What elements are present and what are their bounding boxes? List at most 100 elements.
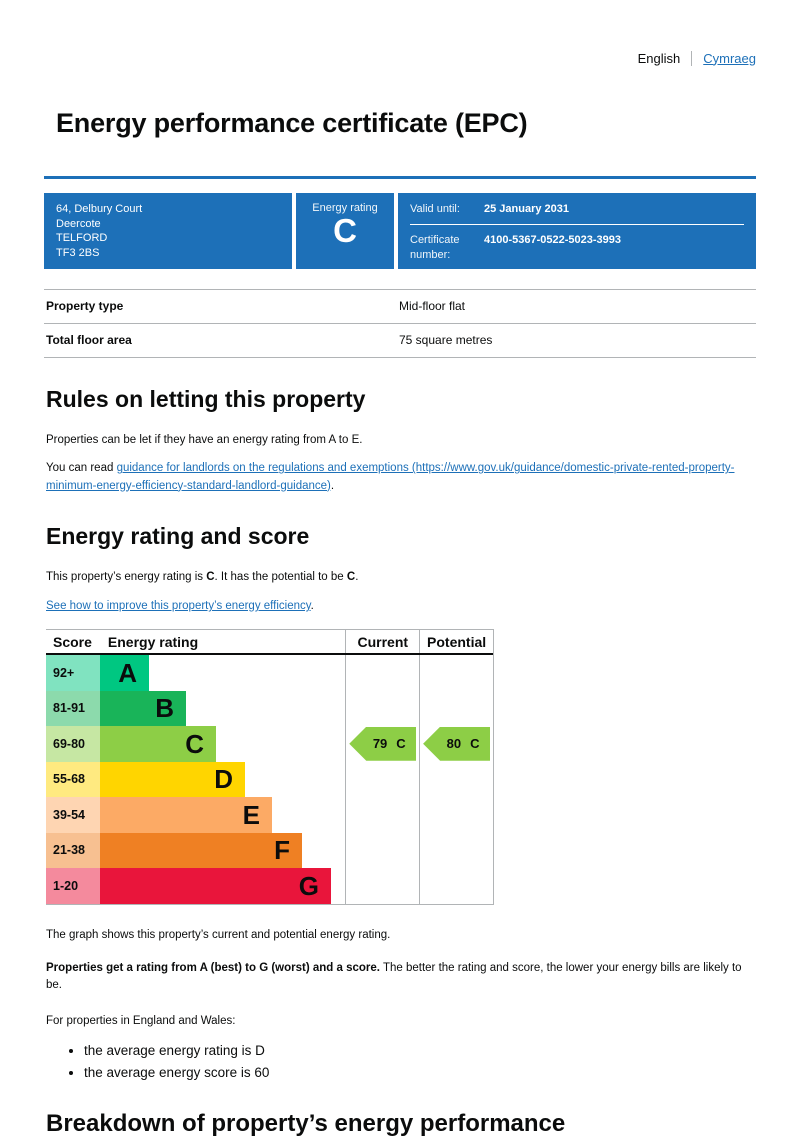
regions-intro: For properties in England and Wales: — [46, 1015, 236, 1028]
epc-band-bar-e: E — [100, 797, 272, 833]
rating-summary-potential: C — [346, 570, 356, 583]
improve-efficiency-link[interactable]: See how to improve this property’s energ… — [46, 600, 311, 612]
property-type-label: Property type — [46, 299, 124, 313]
guidance-link-prefix: You can read — [46, 462, 117, 475]
energy-rating-heading: Energy rating and score — [46, 522, 310, 549]
epc-current-slot — [346, 655, 419, 691]
chart-caption: The graph shows this property’s current … — [46, 928, 391, 941]
valid-until-label: Valid until: — [410, 203, 460, 215]
epc-band-row: 81-91 B — [46, 690, 345, 726]
improve-link-row: See how to improve this property’s energ… — [46, 600, 756, 612]
certificate-details-panel: Valid until: 25 January 2031 Certificate… — [398, 193, 756, 269]
epc-band-row: 21-38 F — [46, 832, 345, 868]
address-line-4: TF3 2BS — [56, 246, 100, 259]
language-cymraeg-link[interactable]: Cymraeg — [703, 50, 756, 66]
chart-header-potential: Potential — [419, 630, 493, 653]
rating-explanation-paragraph: Properties get a rating from A (best) to… — [46, 960, 746, 995]
address-line-3: TELFORD — [56, 232, 108, 245]
epc-potential-arrow: 80 C — [423, 726, 491, 761]
energy-rating-value: C — [333, 212, 357, 249]
chart-header-score: Score — [53, 633, 92, 650]
certificate-number-label: Certificate number: — [410, 234, 460, 261]
epc-band-row: 69-80 C — [46, 726, 345, 762]
rating-summary-suffix: . — [355, 570, 359, 583]
energy-rating-panel: Energy rating C — [296, 193, 394, 269]
certificate-number-value: 4100-5367-0522-5023-3993 — [484, 234, 622, 247]
property-address: 64, Delbury Court Deercote TELFORD TF3 2… — [44, 193, 292, 269]
rating-explanation-rest: The better the rating and score, the low… — [46, 961, 742, 991]
epc-current-column: 79 C — [345, 655, 419, 904]
epc-band-row: 55-68 D — [46, 761, 345, 797]
breakdown-heading: Breakdown of property’s energy performan… — [46, 1110, 566, 1137]
certificate-number-row: Certificate number: 4100-5367-0522-5023-… — [410, 233, 744, 262]
letting-rules-paragraph: Properties can be let if they have an en… — [46, 434, 363, 446]
epc-potential-slot: 80 C — [420, 726, 493, 762]
property-summary-table: Property type Mid-floor flat Total floor… — [44, 289, 756, 358]
epc-current-arrow: 79 C — [349, 726, 417, 761]
guidance-link-suffix: . — [330, 479, 335, 492]
total-floor-area-value: 75 square metres — [399, 333, 493, 347]
table-row: Property type Mid-floor flat — [44, 289, 756, 323]
epc-potential-slot — [420, 868, 493, 904]
epc-band-bar-a: A — [100, 655, 149, 691]
title-divider — [44, 176, 756, 179]
list-item: the average energy score is 60 — [84, 1063, 756, 1083]
epc-band-bar-f: F — [100, 832, 302, 868]
epc-band-row: 1-20 G — [46, 868, 345, 904]
rating-summary-prefix: This property’s energy rating is — [46, 570, 207, 583]
epc-band-row: 92+ A — [46, 655, 345, 691]
list-item: the average energy rating is D — [84, 1041, 756, 1061]
chart-header: Score Energy rating Current Potential — [46, 629, 493, 655]
epc-score-cell: 39-54 — [46, 797, 100, 833]
epc-potential-slot — [420, 762, 493, 798]
averages-list: the average energy rating is D the avera… — [44, 1041, 756, 1084]
letting-rules-section: Rules on letting this property Propertie… — [44, 386, 756, 495]
letting-rules-heading: Rules on letting this property — [46, 386, 366, 412]
property-type-value: Mid-floor flat — [399, 299, 466, 313]
rating-explanation-bold: Properties get a rating from A (best) to… — [46, 961, 380, 974]
potential-score: 80 — [446, 736, 462, 752]
epc-score-cell: 81-91 — [46, 690, 100, 726]
epc-potential-slot — [420, 691, 493, 727]
valid-until-value: 25 January 2031 — [484, 203, 570, 215]
epc-potential-column: 80 C — [419, 655, 493, 904]
energy-rating-section: Energy rating and score This property’s … — [44, 523, 756, 1083]
table-row: Total floor area 75 square metres — [44, 323, 756, 358]
epc-current-slot — [346, 868, 419, 904]
energy-rating-label: Energy rating — [312, 202, 378, 214]
epc-bands: 92+ A 81-91 B 69-80 C 55-68 D 39-54 E 21-38 F 1-20 G — [46, 655, 345, 904]
improve-link-suffix: . — [310, 600, 314, 612]
epc-band-row: 39-54 E — [46, 797, 345, 833]
page-title: Energy performance certificate (EPC) — [56, 108, 528, 138]
current-score: 79 — [372, 736, 388, 752]
epc-score-cell: 55-68 — [46, 761, 100, 797]
energy-rating-chart: Score Energy rating Current Potential 92… — [46, 629, 494, 905]
address-line-1: 64, Delbury Court — [56, 203, 143, 215]
details-divider — [410, 224, 744, 226]
epc-score-cell: 92+ — [46, 655, 100, 691]
epc-current-slot — [346, 833, 419, 869]
rating-summary-middle: . It has the potential to be — [214, 570, 347, 583]
landlord-guidance-link[interactable]: guidance for landlords on the regulation… — [46, 462, 735, 492]
epc-current-slot — [346, 691, 419, 727]
epc-current-slot — [346, 762, 419, 798]
epc-band-bar-d: D — [100, 761, 245, 797]
language-english: English — [637, 50, 681, 66]
epc-current-slot — [346, 797, 419, 833]
chart-header-energy-rating: Energy rating — [107, 633, 199, 650]
epc-potential-slot — [420, 655, 493, 691]
epc-band-bar-c: C — [100, 726, 216, 762]
address-line-2: Deercote — [56, 217, 101, 230]
certificate-summary-box: 64, Delbury Court Deercote TELFORD TF3 2… — [44, 193, 756, 269]
epc-score-cell: 21-38 — [46, 832, 100, 868]
epc-score-cell: 1-20 — [46, 868, 100, 904]
rating-summary-paragraph: This property’s energy rating is C. It h… — [46, 569, 746, 586]
rating-summary-current: C — [206, 570, 215, 583]
language-separator — [691, 50, 693, 66]
epc-potential-slot — [420, 833, 493, 869]
epc-band-bar-g: G — [100, 868, 331, 904]
epc-band-bar-b: B — [100, 690, 186, 726]
chart-body: 92+ A 81-91 B 69-80 C 55-68 D 39-54 E 21-38 F 1-20 G … — [46, 655, 493, 904]
potential-letter: C — [470, 736, 480, 752]
